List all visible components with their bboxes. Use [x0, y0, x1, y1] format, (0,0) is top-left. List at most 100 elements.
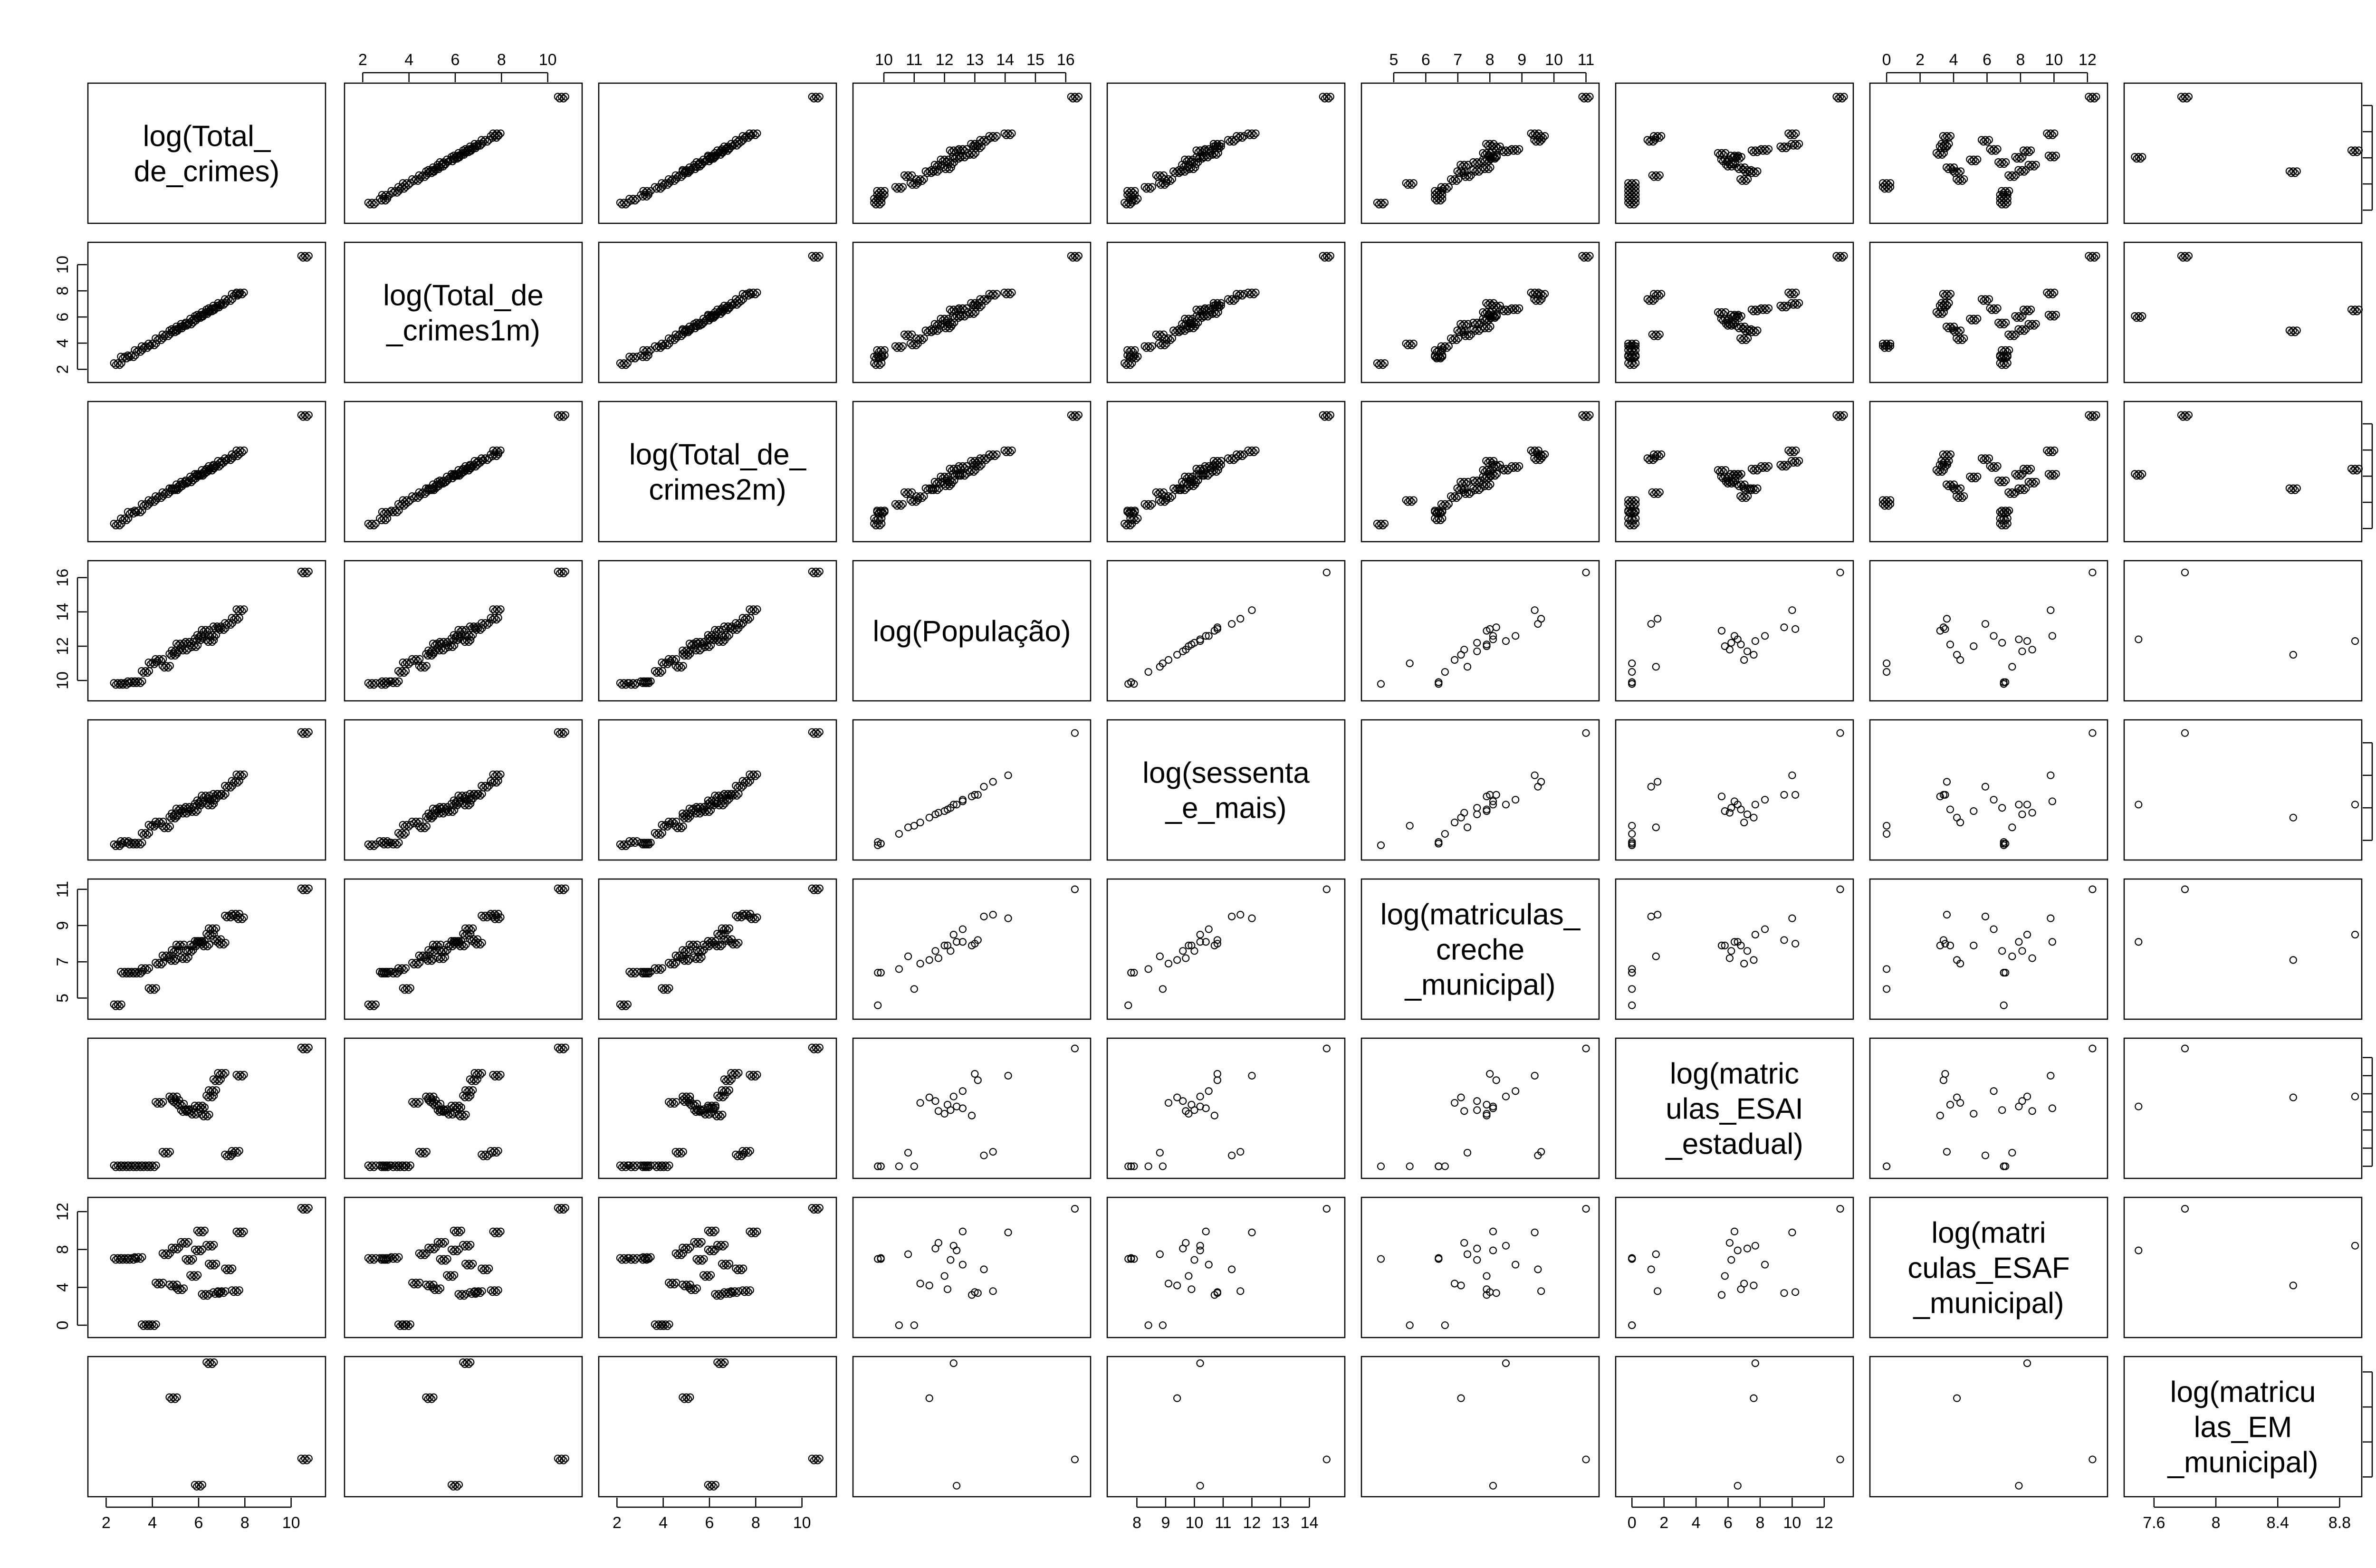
- data-point: [557, 93, 565, 101]
- data-point: [1463, 823, 1472, 832]
- data-point: [1156, 1148, 1164, 1157]
- data-point: [897, 344, 905, 352]
- variable-label: log(matric: [1670, 1058, 1799, 1090]
- panel-r1-c4: [852, 82, 1092, 224]
- data-point: [1960, 334, 1968, 343]
- data-point: [1128, 199, 1136, 207]
- data-point: [904, 171, 912, 179]
- data-point: [1213, 1076, 1221, 1084]
- data-point: [1983, 297, 1992, 305]
- data-point: [301, 252, 309, 260]
- data-point: [2052, 311, 2060, 319]
- data-point: [1460, 161, 1468, 169]
- data-point: [2000, 1001, 2008, 1009]
- data-point: [899, 342, 907, 350]
- data-point: [1883, 339, 1891, 348]
- data-point: [1740, 959, 1748, 968]
- data-point: [940, 315, 948, 323]
- data-point: [2002, 187, 2010, 195]
- panel-frame: [2123, 401, 2363, 543]
- data-point: [1162, 179, 1170, 187]
- data-point: [1146, 185, 1154, 193]
- data-point: [2015, 938, 2023, 946]
- data-point: [974, 1076, 982, 1084]
- panel-frame: [344, 1196, 583, 1339]
- data-point: [1074, 252, 1083, 260]
- data-point: [2089, 885, 2097, 893]
- data-point: [2008, 171, 2016, 179]
- data-point: [1190, 947, 1198, 955]
- panel-r4-c5: [1106, 560, 1346, 702]
- data-point: [1948, 165, 1956, 173]
- data-point: [1970, 155, 1978, 163]
- data-point: [1533, 131, 1541, 139]
- data-point: [629, 353, 637, 361]
- data-point: [1462, 322, 1470, 330]
- panel-r2-c9: [2123, 241, 2363, 383]
- data-point: [925, 1093, 933, 1101]
- data-point: [751, 131, 759, 139]
- data-point: [971, 299, 979, 307]
- panel-r6-c8: [1869, 878, 2108, 1020]
- data-point: [1156, 952, 1164, 960]
- data-point: [2289, 326, 2297, 335]
- data-point: [2002, 346, 2010, 354]
- panel-frame: [852, 241, 1092, 383]
- data-point: [1492, 1076, 1500, 1084]
- variable-label: creche: [1436, 934, 1524, 966]
- data-point: [1004, 914, 1012, 922]
- data-point: [1946, 805, 1954, 813]
- data-point: [1483, 308, 1491, 316]
- panel-r7-c2: [344, 1037, 583, 1179]
- data-point: [2092, 252, 2100, 260]
- panel-r3-c9: [2123, 401, 2363, 543]
- panel-r3-c7: [1615, 401, 1854, 543]
- data-point: [1742, 336, 1750, 344]
- data-point: [1454, 334, 1463, 343]
- data-point: [1324, 95, 1332, 103]
- data-point: [1512, 145, 1520, 153]
- data-point: [620, 199, 628, 207]
- data-point: [1739, 325, 1747, 333]
- data-point: [1836, 885, 1844, 893]
- data-point: [1953, 813, 1961, 822]
- data-point: [1144, 965, 1152, 973]
- data-point: [2047, 129, 2055, 137]
- data-point: [1238, 134, 1246, 142]
- data-point: [1883, 668, 1891, 676]
- data-point: [1737, 163, 1745, 172]
- data-point: [1956, 167, 1965, 175]
- data-point: [1885, 344, 1893, 352]
- data-point: [1725, 646, 1734, 654]
- data-point: [631, 354, 639, 363]
- data-point: [2050, 153, 2058, 162]
- data-point: [1496, 302, 1504, 310]
- data-point: [2025, 307, 2033, 316]
- panel-r5-c1: [87, 719, 326, 861]
- data-point: [1943, 290, 1951, 298]
- data-point: [1981, 783, 1990, 791]
- data-point: [1582, 93, 1590, 101]
- data-point: [1230, 297, 1238, 305]
- panel-r5-c4: [852, 719, 1092, 861]
- data-point: [1737, 805, 1745, 813]
- data-point: [1737, 323, 1745, 331]
- data-point: [402, 179, 411, 187]
- panel-frame: [1869, 241, 2108, 383]
- data-point: [815, 93, 824, 101]
- data-point: [497, 129, 505, 137]
- data-point: [1948, 325, 1956, 333]
- data-point: [2181, 1044, 2189, 1052]
- data-point: [1217, 140, 1225, 148]
- data-point: [1164, 334, 1173, 343]
- data-point: [1127, 346, 1135, 354]
- data-point: [1981, 136, 1990, 144]
- panel-r7-c5: [1106, 1037, 1346, 1179]
- variable-label: log(Total_: [143, 120, 271, 153]
- panel-frame: [2123, 241, 2363, 383]
- data-point: [385, 508, 394, 516]
- data-point: [1380, 359, 1389, 367]
- data-point: [303, 254, 311, 262]
- panel-frame: [1106, 401, 1346, 543]
